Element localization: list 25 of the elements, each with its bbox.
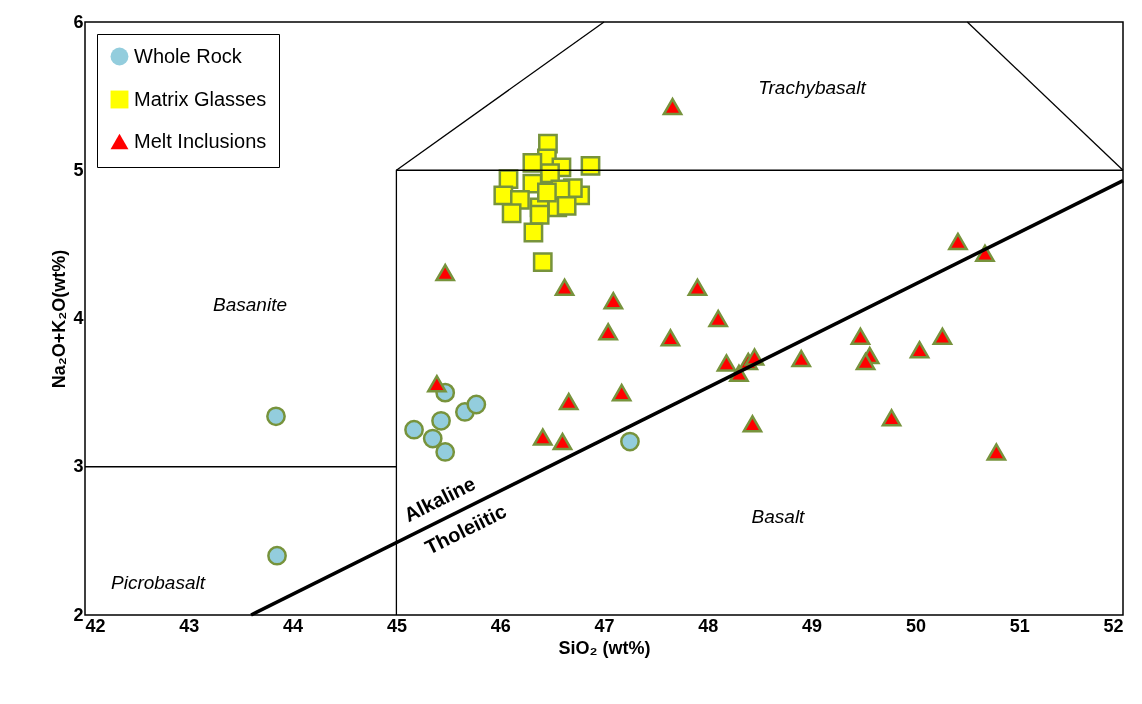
annotation: Trachybasalt [758,77,867,98]
x-tick-label: 44 [283,615,304,636]
y-tick-label: 5 [73,159,84,180]
x-tick-label: 50 [905,615,926,636]
x-tick-label: 46 [490,615,511,636]
x-tick-label: 43 [179,615,200,636]
y-tick-label: 3 [73,456,84,477]
x-tick-label: 45 [386,615,407,636]
y-tick-label: 2 [73,604,84,625]
x-tick-label: 49 [802,615,823,636]
x-axis-title: SiO₂ (wt%) [558,637,651,658]
annotation: Basalt [751,506,806,527]
annotation: Picrobasalt [111,572,206,593]
x-tick-label: 47 [594,615,615,636]
annotation: Basanite [213,294,287,315]
legend-label: Melt Inclusions [134,129,267,152]
y-tick-label: 4 [73,308,84,328]
legend-label: Whole Rock [134,44,243,67]
y-axis-title: Na₂O+K₂O(wt%) [49,249,70,389]
x-tick-label: 52 [1103,615,1124,636]
x-tick-label: 42 [85,615,106,636]
y-tick-label: 6 [73,11,84,32]
legend-label: Matrix Glasses [134,87,267,110]
x-tick-label: 51 [1009,615,1030,636]
x-tick-label: 48 [698,615,719,636]
